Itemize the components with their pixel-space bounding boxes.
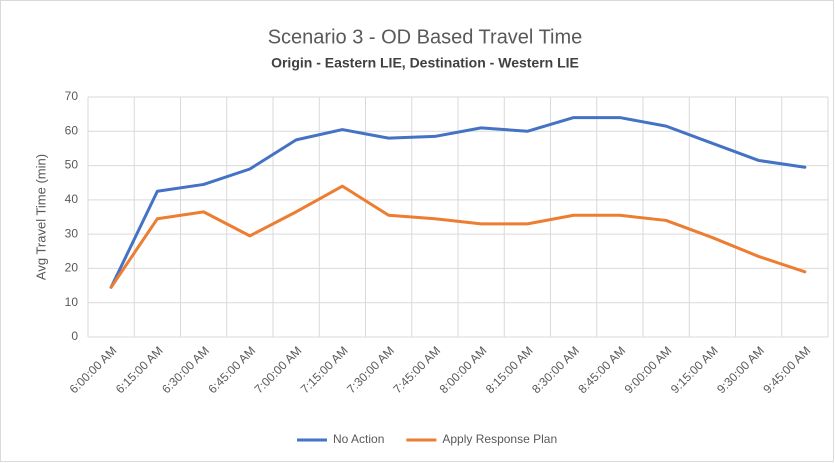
y-tick-label: 30: [65, 226, 79, 240]
series-line: [109, 184, 807, 289]
y-axis-label: Avg Travel Time (min): [33, 154, 48, 280]
legend-label: Apply Response Plan: [442, 432, 557, 446]
series-line: [109, 116, 807, 289]
y-tick-label: 10: [65, 295, 79, 309]
y-tick-label: 0: [71, 329, 78, 343]
y-tick-label: 50: [65, 158, 79, 172]
y-tick-label: 20: [65, 261, 79, 275]
y-tick-label: 60: [65, 123, 79, 137]
chart-subtitle: Origin - Eastern LIE, Destination - West…: [271, 55, 579, 71]
y-tick-label: 70: [65, 89, 79, 103]
chart-title: Scenario 3 - OD Based Travel Time: [268, 26, 583, 48]
legend-label: No Action: [333, 432, 384, 446]
y-tick-label: 40: [65, 192, 79, 206]
